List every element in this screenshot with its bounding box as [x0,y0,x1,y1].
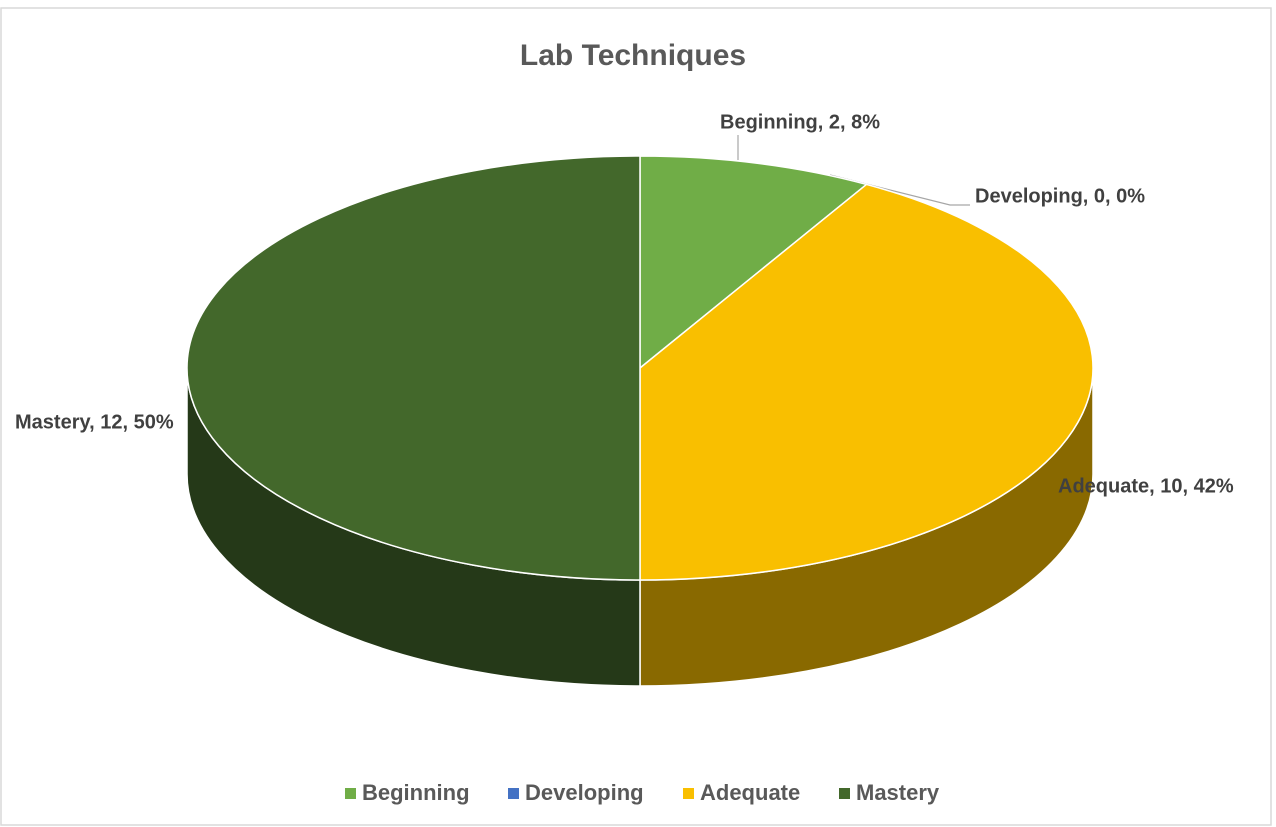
legend-swatch [345,788,356,799]
legend-swatch [508,788,519,799]
legend-label: Adequate [700,780,800,805]
slice [639,155,869,370]
legend-label: Mastery [856,780,940,805]
slice [639,183,1094,581]
legend-label: Beginning [362,780,470,805]
legend-swatch [683,788,694,799]
data-label: Mastery, 12, 50% [15,411,174,433]
data-label: Beginning, 2, 8% [720,111,880,133]
data-label: Adequate, 10, 42% [1058,475,1234,497]
legend-swatch [839,788,850,799]
chart-title: Lab Techniques [520,39,746,72]
slice [186,155,641,581]
legend-label: Developing [525,780,644,805]
data-label: Developing, 0, 0% [975,185,1145,207]
